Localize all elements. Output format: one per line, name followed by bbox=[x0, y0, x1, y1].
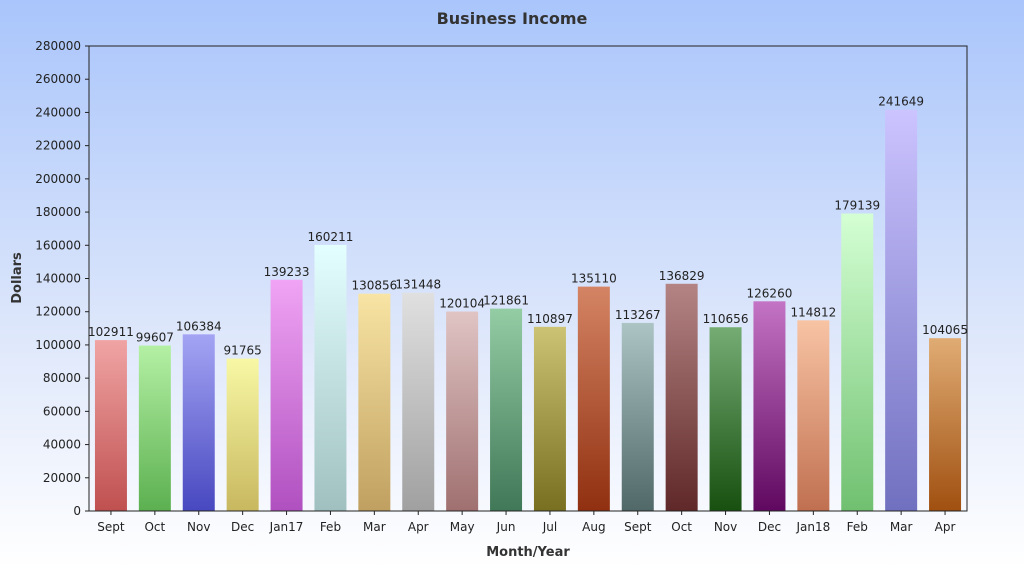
y-tick-label: 120000 bbox=[35, 305, 81, 319]
data-label: 106384 bbox=[176, 319, 222, 333]
y-tick-label: 240000 bbox=[35, 105, 81, 119]
data-label: 139233 bbox=[264, 265, 310, 279]
bar-mar[interactable] bbox=[885, 109, 918, 511]
data-label: 113267 bbox=[615, 308, 661, 322]
y-tick-label: 180000 bbox=[35, 205, 81, 219]
data-label: 99607 bbox=[136, 331, 174, 345]
x-axis-label: Month/Year bbox=[486, 545, 570, 560]
x-tick-label: Feb bbox=[320, 520, 341, 534]
data-label: 179139 bbox=[834, 199, 880, 213]
bar-jan17[interactable] bbox=[270, 279, 303, 511]
data-label: 131448 bbox=[395, 278, 441, 292]
bar-jan18[interactable] bbox=[797, 320, 830, 511]
bar-oct[interactable] bbox=[665, 283, 698, 511]
bar-sept[interactable] bbox=[94, 340, 127, 511]
y-tick-label: 260000 bbox=[35, 72, 81, 86]
bar-may[interactable] bbox=[446, 311, 479, 511]
x-tick-label: May bbox=[450, 520, 475, 534]
bar-jun[interactable] bbox=[490, 308, 523, 511]
y-tick-label: 220000 bbox=[35, 139, 81, 153]
x-tick-label: Apr bbox=[935, 520, 956, 534]
data-label: 104065 bbox=[922, 323, 968, 337]
data-label: 114812 bbox=[790, 305, 836, 319]
bar-aug[interactable] bbox=[577, 286, 610, 511]
bar-dec[interactable] bbox=[753, 301, 786, 511]
x-tick-label: Mar bbox=[890, 520, 913, 534]
data-label: 121861 bbox=[483, 294, 529, 308]
chart-title: Business Income bbox=[437, 9, 588, 28]
bar-jul[interactable] bbox=[533, 326, 566, 511]
plot-frame bbox=[88, 45, 968, 512]
x-tick-label: Jun bbox=[496, 520, 516, 534]
y-tick-label: 160000 bbox=[35, 238, 81, 252]
bar-sept[interactable] bbox=[621, 322, 654, 511]
y-axis-label: Dollars bbox=[10, 252, 25, 304]
data-label: 160211 bbox=[308, 230, 354, 244]
bar-apr[interactable] bbox=[402, 292, 435, 511]
x-tick-label: Oct bbox=[671, 520, 692, 534]
data-label: 110897 bbox=[527, 312, 573, 326]
y-tick-label: 280000 bbox=[35, 39, 81, 53]
y-tick-label: 20000 bbox=[43, 471, 81, 485]
x-tick-label: Dec bbox=[231, 520, 254, 534]
x-tick-label: Sept bbox=[97, 520, 125, 534]
x-tick-label: Jul bbox=[542, 520, 557, 534]
x-tick-label: Aug bbox=[582, 520, 605, 534]
y-tick-label: 0 bbox=[73, 504, 81, 518]
data-label: 136829 bbox=[659, 269, 705, 283]
y-tick-label: 40000 bbox=[43, 438, 81, 452]
data-label: 126260 bbox=[747, 286, 793, 300]
data-label: 135110 bbox=[571, 272, 617, 286]
data-label: 120104 bbox=[439, 297, 485, 311]
x-tick-label: Sept bbox=[624, 520, 652, 534]
y-tick-label: 80000 bbox=[43, 371, 81, 385]
x-tick-label: Jan18 bbox=[795, 520, 830, 534]
data-label: 102911 bbox=[88, 325, 134, 339]
x-tick-label: Nov bbox=[714, 520, 737, 534]
x-tick-label: Jan17 bbox=[269, 520, 304, 534]
x-tick-label: Nov bbox=[187, 520, 210, 534]
x-tick-label: Oct bbox=[144, 520, 165, 534]
x-tick-label: Mar bbox=[363, 520, 386, 534]
x-tick-label: Dec bbox=[758, 520, 781, 534]
bar-apr[interactable] bbox=[929, 338, 962, 511]
bar-nov[interactable] bbox=[182, 334, 215, 511]
x-tick-label: Apr bbox=[408, 520, 429, 534]
data-label: 130856 bbox=[351, 279, 397, 293]
y-tick-label: 100000 bbox=[35, 338, 81, 352]
bar-oct[interactable] bbox=[138, 345, 171, 511]
bar-feb[interactable] bbox=[314, 244, 347, 511]
bar-feb[interactable] bbox=[841, 213, 874, 512]
bar-dec[interactable] bbox=[226, 358, 259, 511]
data-label: 91765 bbox=[224, 344, 262, 358]
data-label: 241649 bbox=[878, 95, 924, 109]
y-tick-label: 200000 bbox=[35, 172, 81, 186]
y-tick-label: 60000 bbox=[43, 404, 81, 418]
y-tick-label: 140000 bbox=[35, 272, 81, 286]
bar-nov[interactable] bbox=[709, 327, 742, 511]
x-tick-label: Feb bbox=[847, 520, 868, 534]
data-label: 110656 bbox=[703, 312, 749, 326]
bar-mar[interactable] bbox=[358, 293, 391, 511]
